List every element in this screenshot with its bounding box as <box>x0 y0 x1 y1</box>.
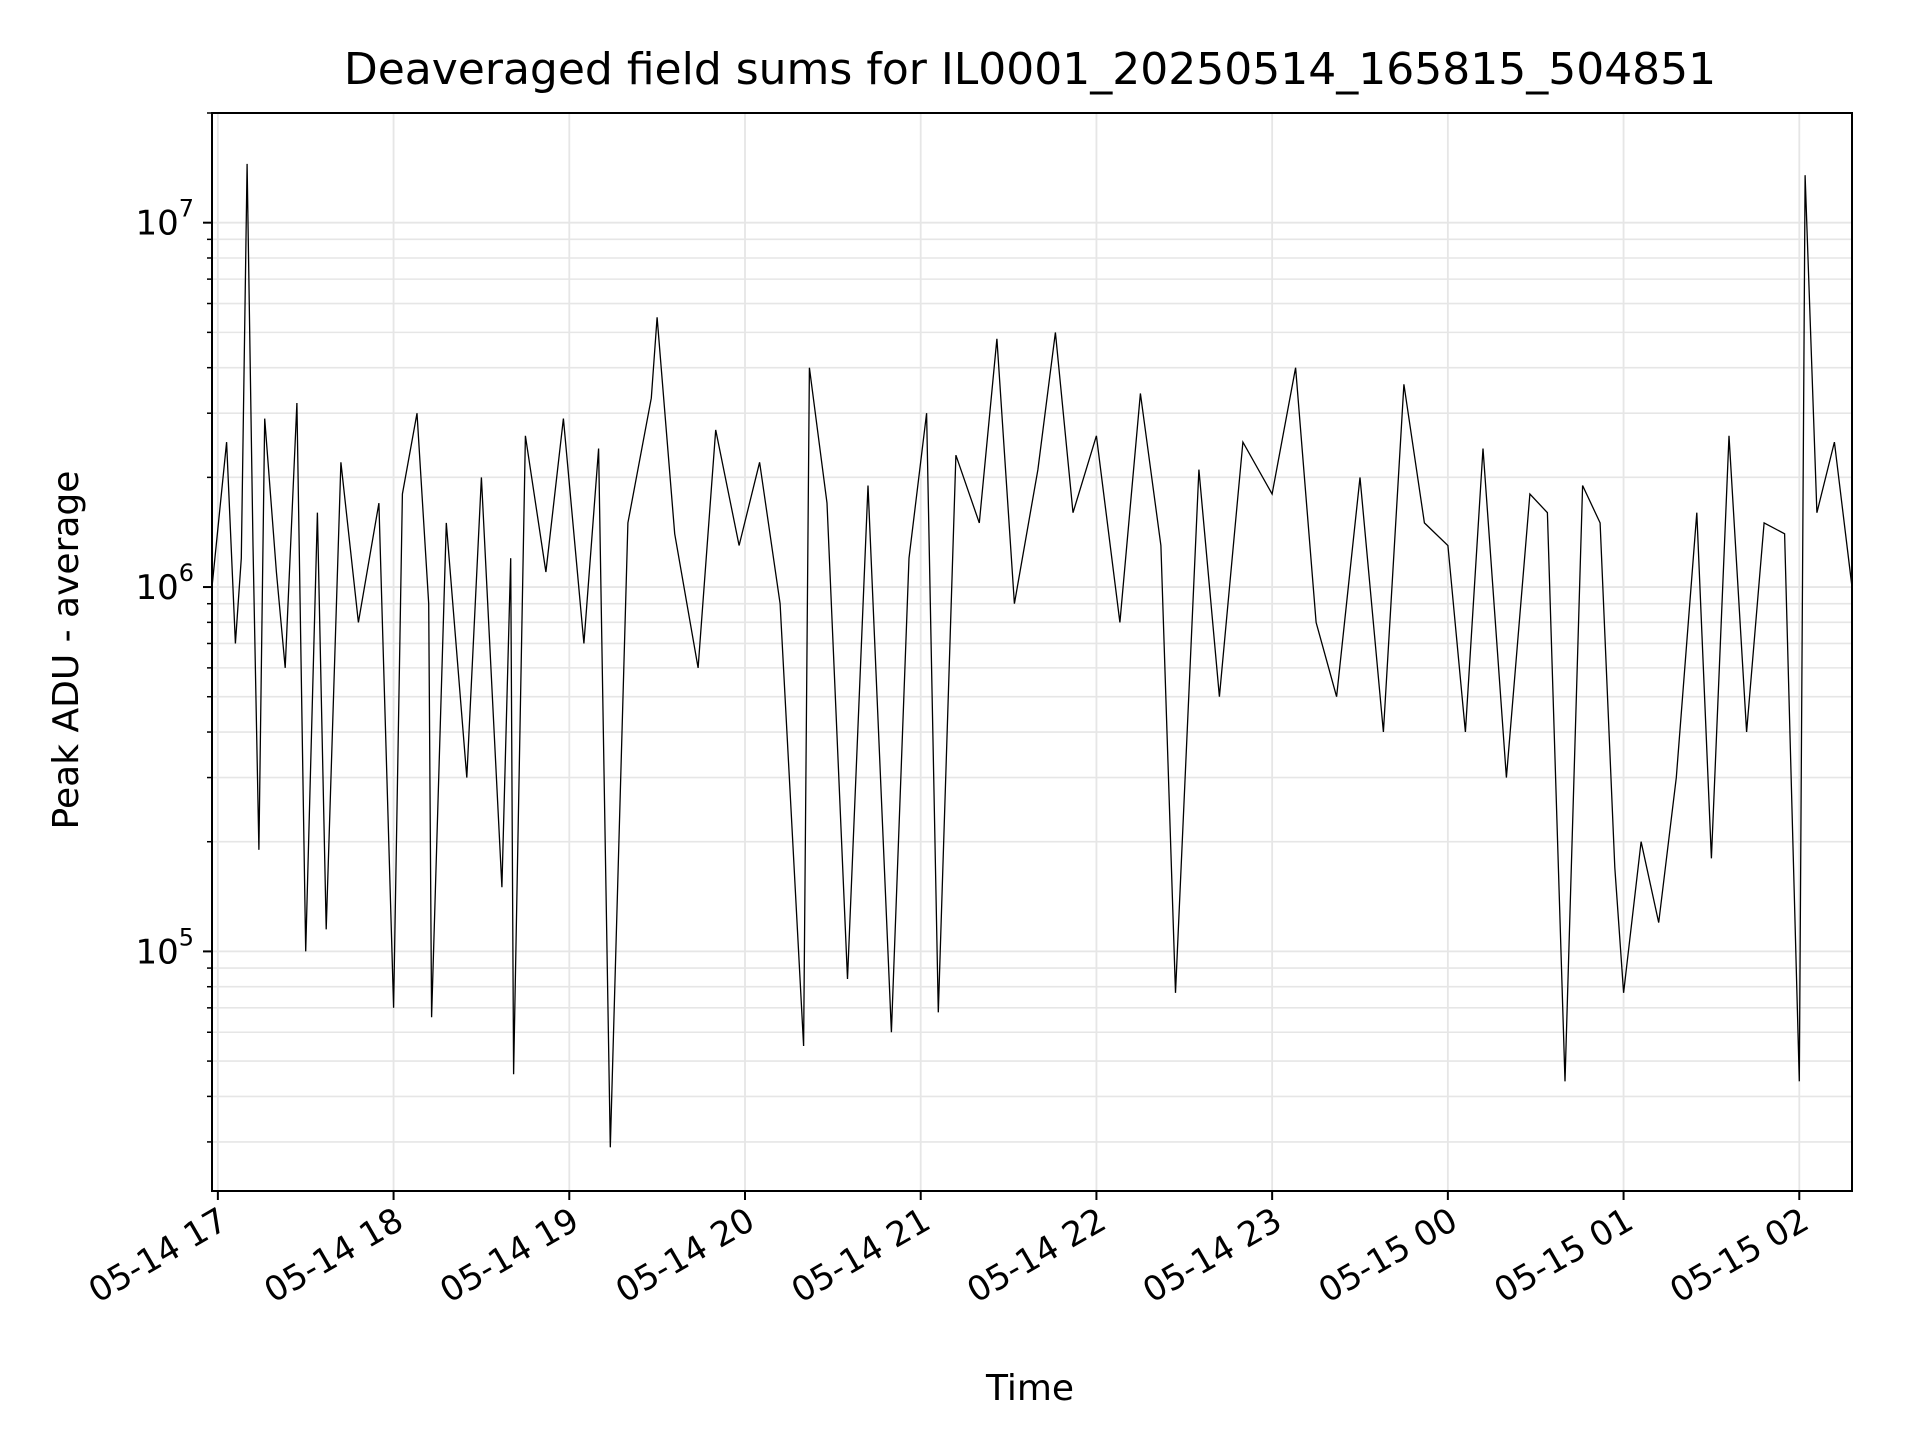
y-tick-label: 106 <box>135 559 194 608</box>
x-tick-label: 05-15 00 <box>1312 1200 1464 1311</box>
plot-frame <box>211 112 1853 1192</box>
grid-minor <box>212 112 1852 1143</box>
x-axis-label: Time <box>985 1368 1074 1409</box>
x-tick-label: 05-14 23 <box>1136 1200 1288 1311</box>
x-tick-label: 05-14 18 <box>258 1200 410 1311</box>
x-tick-label: 05-14 21 <box>785 1200 937 1311</box>
y-axis-label: Peak ADU - average <box>46 471 87 830</box>
x-axis-ticks: 05-14 17 05-14 18 05-14 19 05-14 20 05-14 21… <box>82 1191 1816 1311</box>
chart-title: Deaveraged field sums for IL0001_2025051… <box>344 44 1716 95</box>
x-tick-label: 05-14 22 <box>961 1200 1113 1311</box>
x-tick-label: 05-14 17 <box>82 1200 234 1311</box>
y-tick-label: 105 <box>135 923 194 972</box>
y-axis-ticks: 105 106 107 <box>135 112 212 1143</box>
grid-major <box>212 113 1852 1191</box>
x-tick-label: 05-15 02 <box>1663 1200 1815 1311</box>
y-tick-label: 107 <box>135 195 194 244</box>
x-tick-label: 05-14 19 <box>433 1200 585 1311</box>
x-tick-label: 05-15 01 <box>1488 1200 1640 1311</box>
series-line <box>211 163 1853 1148</box>
x-tick-label: 05-14 20 <box>609 1200 761 1311</box>
